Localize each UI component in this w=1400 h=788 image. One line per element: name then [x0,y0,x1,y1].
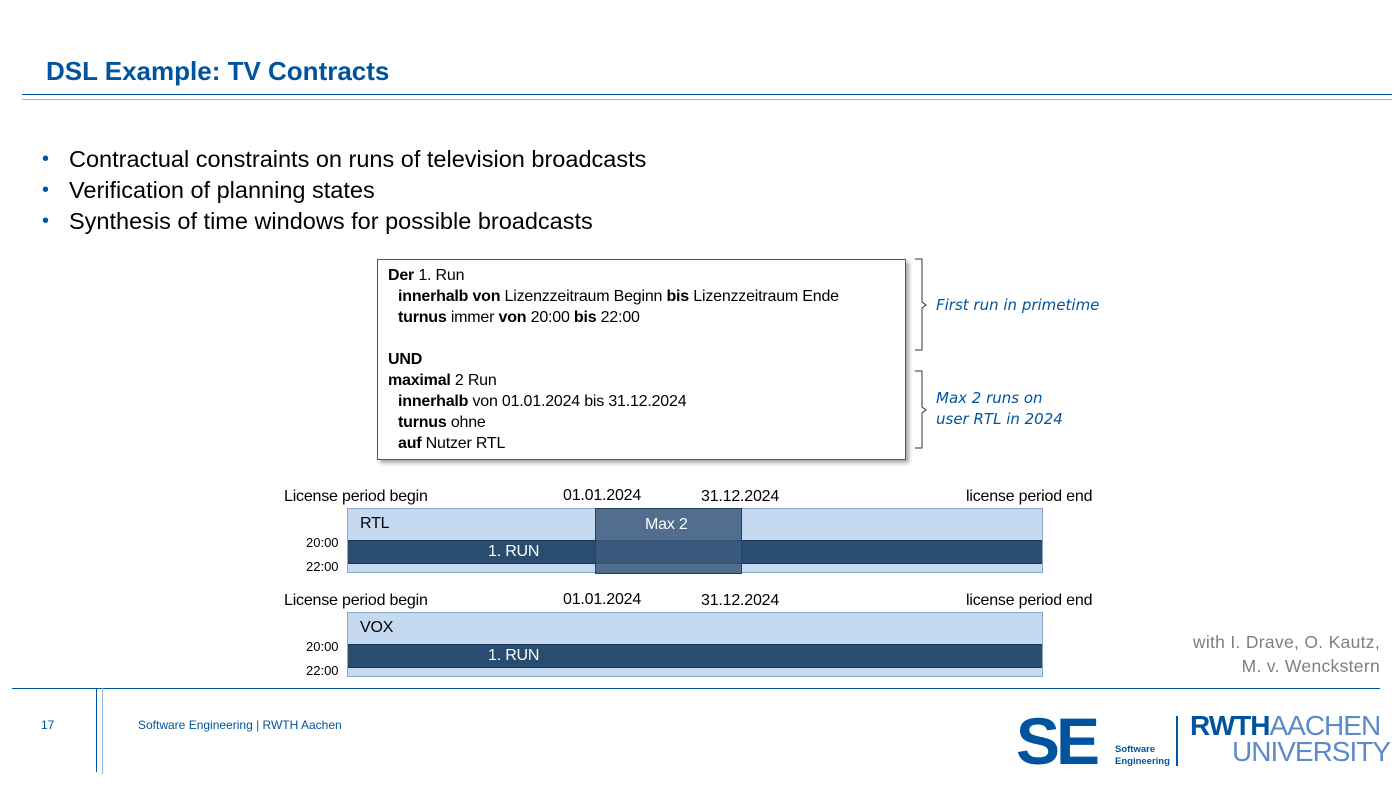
timeline2-label-end: license period end [966,592,1093,609]
footer-divider [12,688,1380,689]
bullet-item: • Synthesis of time windows for possible … [42,206,646,237]
dsl-code: Der 1. Run innerhalb von Lizenzzeitraum … [388,265,839,454]
timeline2-channel: VOX [360,619,394,636]
rwth-logo: RWTHAACHEN [1190,710,1381,741]
note-max-runs-line2: user RTL in 2024 [936,410,1063,428]
timeline1-max2-window [595,508,742,574]
se-logo: SE [1016,704,1100,778]
title-divider-light [22,99,1392,100]
timeline1-time-end: 22:00 [306,559,339,574]
code-line: Der 1. Run [388,267,465,284]
bullet-item: • Contractual constraints on runs of tele… [42,144,646,175]
footer-text: Software Engineering | RWTH Aachen [138,718,342,732]
brace-first-run-icon [915,258,927,351]
code-line: maximal 2 Run [388,372,497,389]
code-line: innerhalb von Lizenzzeitraum Beginn bis … [398,288,839,305]
timeline2-date-start: 01.01.2024 [563,591,642,608]
page-number: 17 [41,718,55,732]
timeline2-run-label: 1. RUN [488,647,540,664]
code-blank-line [388,328,839,349]
bullet-list: • Contractual constraints on runs of tele… [42,144,646,237]
bullet-dot-icon: • [42,179,50,201]
slide-title: DSL Example: TV Contracts [46,56,390,86]
bullet-dot-icon: • [42,210,50,232]
note-max-runs-line1: Max 2 runs on [936,389,1043,407]
se-logo-subtitle: Software Engineering [1115,744,1170,767]
brace-max-runs-icon [915,370,927,449]
credit-line2: M. v. Wenckstern [1241,656,1380,676]
note-first-run: First run in primetime [936,296,1100,314]
timeline2-run-bar [348,644,1042,668]
code-line: auf Nutzer RTL [398,435,506,452]
rwth-logo-university: UNIVERSITY [1232,736,1391,767]
logo-separator [1176,716,1178,766]
timeline1-label-begin: License period begin [284,488,428,505]
timeline2-label-begin: License period begin [284,592,428,609]
footer-vertical-divider-light [102,688,103,774]
timeline1-time-start: 20:00 [306,535,339,550]
timeline1-max-label: Max 2 [645,516,688,533]
dsl-code-box [377,259,906,460]
timeline2-date-end: 31.12.2024 [701,592,780,609]
bullet-item: • Verification of planning states [42,175,646,206]
footer-vertical-divider [96,688,97,772]
code-line: innerhalb von 01.01.2024 bis 31.12.2024 [398,393,687,410]
code-line: turnus ohne [398,414,486,431]
code-line: UND [388,351,423,368]
code-line: turnus immer von 20:00 bis 22:00 [398,309,640,326]
timeline1-run-label: 1. RUN [488,543,540,560]
bullet-dot-icon: • [42,148,50,170]
timeline1-date-end: 31.12.2024 [701,488,780,505]
timeline1-label-end: license period end [966,488,1093,505]
credit-line1: with I. Drave, O. Kautz, [1192,632,1380,652]
timeline2-time-end: 22:00 [306,663,339,678]
title-divider [22,94,1392,95]
timeline1-date-start: 01.01.2024 [563,487,642,504]
timeline1-channel: RTL [360,515,390,532]
timeline2-time-start: 20:00 [306,639,339,654]
